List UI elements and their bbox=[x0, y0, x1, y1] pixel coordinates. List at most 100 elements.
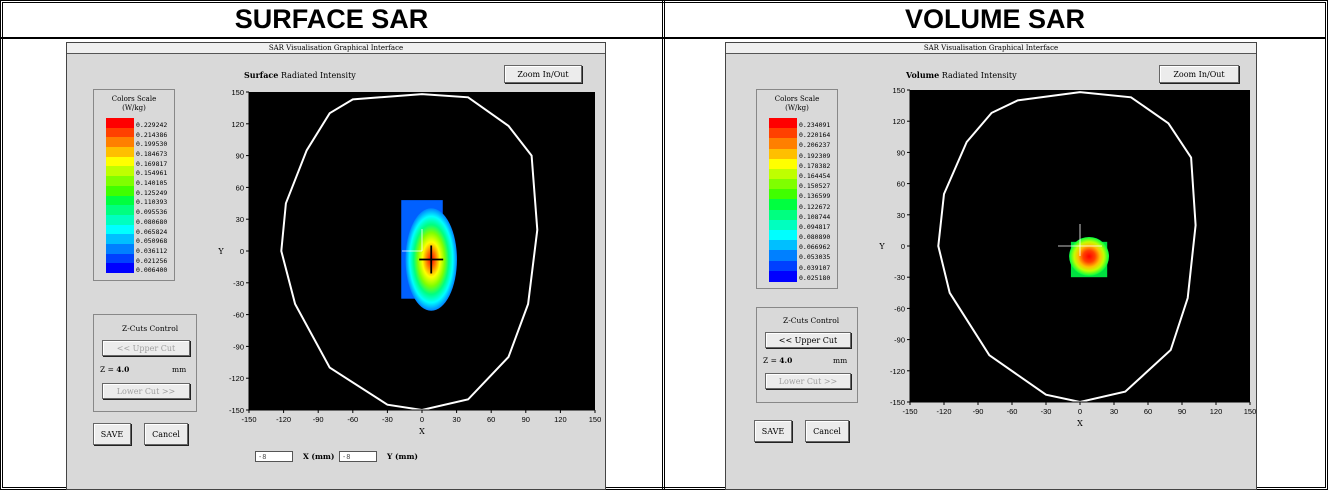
y-tick-label: 30 bbox=[897, 211, 905, 220]
y-tick-label: -90 bbox=[233, 342, 244, 351]
scale-value: 0.006400 bbox=[136, 266, 168, 275]
zoom-button[interactable]: Zoom In/Out bbox=[1159, 65, 1239, 83]
surface-sar-header: SURFACE SAR bbox=[234, 3, 429, 34]
x-tick-label: -120 bbox=[936, 407, 951, 416]
x-tick-label: 120 bbox=[554, 415, 567, 424]
scale-swatch bbox=[769, 219, 797, 231]
scale-value: 0.192309 bbox=[799, 151, 831, 160]
scale-swatch bbox=[106, 234, 134, 245]
scale-swatch bbox=[769, 189, 797, 201]
scale-value: 0.178382 bbox=[799, 161, 831, 170]
scale-value: 0.108744 bbox=[799, 212, 831, 221]
z-value-row: Z = 4.0 bbox=[100, 365, 130, 374]
y-tick-label: -120 bbox=[229, 374, 244, 383]
scale-value: 0.154961 bbox=[136, 169, 168, 178]
x-tick-label: -60 bbox=[1007, 407, 1018, 416]
scale-value: 0.050968 bbox=[136, 237, 168, 246]
volume-sar-header: VOLUME SAR bbox=[904, 3, 1085, 34]
scale-items: 0.229242 0.214386 0.199530 0.184673 0.169817… bbox=[106, 118, 174, 278]
y-tick-label: -60 bbox=[233, 311, 244, 320]
sar-plot-area: -150 -120 -90 -60 -30 0 30 60 90 120 150 150 120 90 60… bbox=[876, 88, 1256, 434]
scale-swatch bbox=[106, 147, 134, 158]
scale-swatch bbox=[769, 179, 797, 191]
x-tick-label: -150 bbox=[902, 407, 917, 416]
z-value: 4.0 bbox=[116, 365, 130, 374]
scale-value: 0.053035 bbox=[799, 253, 831, 262]
scale-unit: (W/kg) bbox=[122, 104, 146, 112]
scale-swatch bbox=[106, 118, 134, 128]
zcuts-panel: Z-Cuts Control << Upper Cut Z = 4.0 mm L… bbox=[756, 307, 858, 403]
z-value: 4.0 bbox=[779, 356, 793, 365]
x-tick-label: -30 bbox=[382, 415, 393, 424]
x-tick-label: 0 bbox=[420, 415, 424, 424]
scale-swatch bbox=[769, 250, 797, 262]
scale-value: 0.065824 bbox=[136, 227, 168, 236]
z-value-row: Z = 4.0 bbox=[763, 356, 793, 365]
sar-window-volume: SAR Visualisation Graphical Interface Vo… bbox=[725, 42, 1257, 490]
cancel-button[interactable]: Cancel bbox=[805, 420, 849, 442]
z-unit: mm bbox=[833, 356, 848, 365]
phantom-contour bbox=[937, 91, 1197, 404]
window-title: SAR Visualisation Graphical Interface bbox=[67, 43, 605, 54]
x-coord-label: X (mm) bbox=[303, 452, 335, 461]
scale-swatch bbox=[769, 148, 797, 160]
scale-unit: (W/kg) bbox=[785, 104, 809, 112]
y-tick-label: 90 bbox=[897, 148, 905, 157]
y-tick-label: 0 bbox=[240, 247, 244, 256]
y-coord-input[interactable] bbox=[339, 451, 377, 462]
scale-swatch bbox=[769, 240, 797, 252]
x-tick-label: 120 bbox=[1210, 407, 1223, 416]
lower-cut-button[interactable]: Lower Cut >> bbox=[102, 383, 190, 399]
scale-swatch bbox=[106, 263, 134, 274]
y-coord-label: Y (mm) bbox=[387, 452, 418, 461]
scale-swatch bbox=[106, 195, 134, 206]
scale-swatch bbox=[769, 209, 797, 221]
scale-swatch bbox=[106, 205, 134, 216]
scale-title: Colors Scale bbox=[774, 95, 820, 103]
y-tick-label: -30 bbox=[233, 279, 244, 288]
y-tick-label: -60 bbox=[894, 304, 905, 313]
scale-swatch bbox=[106, 244, 134, 255]
scale-swatch bbox=[769, 118, 797, 129]
scale-value: 0.140105 bbox=[136, 179, 168, 188]
y-tick-label: 150 bbox=[231, 90, 244, 97]
heading-mode: Volume bbox=[906, 70, 940, 80]
sar-plot-svg: -150 -120 -90 -60 -30 0 30 60 90 120 150 150 120 90 60… bbox=[217, 90, 601, 436]
upper-cut-button[interactable]: << Upper Cut bbox=[765, 332, 851, 348]
x-coord-input[interactable] bbox=[255, 451, 293, 462]
scale-swatch bbox=[106, 214, 134, 225]
y-tick-label: -120 bbox=[890, 367, 905, 376]
scale-title: Colors Scale bbox=[111, 95, 157, 103]
cancel-button[interactable]: Cancel bbox=[144, 423, 188, 445]
y-tick-label: 60 bbox=[897, 180, 905, 189]
scale-value: 0.080680 bbox=[136, 217, 168, 226]
x-tick-label: -30 bbox=[1041, 407, 1052, 416]
plot-heading: Volume Radiated Intensity bbox=[906, 70, 1017, 80]
scale-value: 0.122672 bbox=[799, 202, 831, 211]
scale-value: 0.066962 bbox=[799, 243, 831, 252]
y-tick-label: -30 bbox=[894, 273, 905, 282]
scale-swatch bbox=[769, 138, 797, 150]
x-tick-label: -150 bbox=[241, 415, 256, 424]
scale-swatch bbox=[769, 270, 797, 282]
scale-value: 0.039107 bbox=[799, 263, 831, 272]
heading-mode: Surface bbox=[244, 70, 279, 80]
y-tick-label: -150 bbox=[229, 406, 244, 415]
scale-swatch bbox=[769, 158, 797, 170]
scale-value: 0.206237 bbox=[799, 141, 831, 150]
save-button[interactable]: SAVE bbox=[754, 420, 792, 442]
scale-value: 0.169817 bbox=[136, 159, 168, 168]
window-title: SAR Visualisation Graphical Interface bbox=[726, 43, 1256, 54]
scale-swatch bbox=[106, 253, 134, 264]
zcuts-panel: Z-Cuts Control << Upper Cut Z = 4.0 mm L… bbox=[93, 314, 197, 412]
zoom-button[interactable]: Zoom In/Out bbox=[504, 65, 582, 83]
y-tick-label: 0 bbox=[901, 242, 905, 251]
scale-value: 0.094817 bbox=[799, 222, 831, 231]
y-tick-label: 120 bbox=[231, 120, 244, 129]
save-button[interactable]: SAVE bbox=[93, 423, 131, 445]
lower-cut-button[interactable]: Lower Cut >> bbox=[765, 373, 851, 389]
scale-value: 0.095536 bbox=[136, 208, 168, 217]
scale-value: 0.080890 bbox=[799, 233, 831, 242]
x-axis-label: X bbox=[1077, 419, 1083, 428]
upper-cut-button[interactable]: << Upper Cut bbox=[102, 340, 190, 356]
